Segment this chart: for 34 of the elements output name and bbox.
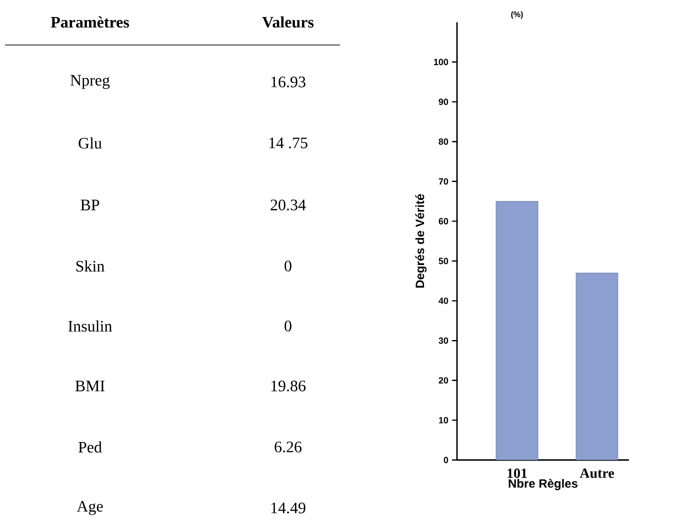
y-tick-label: 20 [438, 377, 448, 384]
text: 0 [284, 260, 292, 272]
text: 0 [284, 320, 292, 332]
y-tick-label: 60 [438, 218, 448, 224]
y-tick-label: 10 [439, 417, 448, 424]
y-tick-label: 30 [438, 337, 448, 344]
y-tick-label: 80 [438, 138, 448, 145]
text: Insulin [68, 320, 112, 332]
text: BMI [75, 380, 105, 392]
text: Paramètres [50, 16, 130, 28]
text: Valeurs [262, 16, 314, 28]
text: 6.26 [274, 442, 302, 452]
text: BP [80, 200, 100, 210]
text: Age [76, 501, 103, 516]
text: Ped [78, 441, 102, 453]
text: (%) [511, 11, 523, 19]
y-tick-label: 70 [438, 178, 448, 185]
text: Skin [76, 260, 104, 272]
text: 19.86 [271, 380, 306, 392]
text: 16.93 [271, 76, 306, 88]
y-axis-title: Degrés de Vérité [415, 194, 427, 288]
y-tick-label: 40 [438, 298, 448, 304]
y-tick-label: 100 [434, 58, 448, 66]
x-tick-label: 101 [508, 468, 527, 478]
y-tick-label: 0 [444, 456, 448, 464]
text: 14.49 [271, 502, 306, 514]
y-tick-label: 90 [438, 98, 448, 105]
text: 14 .75 [269, 138, 308, 148]
text: 20.34 [270, 200, 306, 210]
text: Glu [78, 137, 102, 149]
x-tick-label: Autre [580, 468, 614, 478]
text: Npreg [70, 75, 110, 89]
x-axis-title: Nbre Règles [508, 478, 578, 490]
y-tick-label: 50 [438, 258, 448, 264]
